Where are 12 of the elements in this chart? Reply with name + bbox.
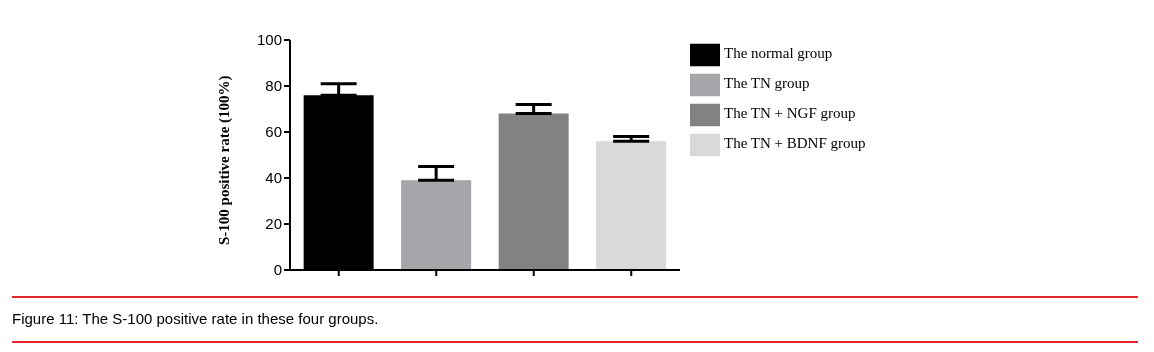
legend-label: The TN + NGF group <box>724 105 856 122</box>
y-axis-title: S-100 positive rate (100%) <box>216 75 234 245</box>
legend-label: The normal group <box>724 45 833 62</box>
caption: Figure 11: The S-100 positive rate in these four groups. <box>12 310 380 327</box>
y-tick-label: 100 <box>256 31 282 49</box>
legend-label: The TN group <box>724 75 810 92</box>
y-tick-label: 20 <box>265 215 282 233</box>
legend-label: The TN + BDNF group <box>724 135 866 152</box>
y-tick-label: 0 <box>273 261 282 279</box>
y-tick-label: 60 <box>265 123 282 141</box>
y-tick-label: 80 <box>265 77 282 95</box>
y-tick-label: 40 <box>265 169 282 187</box>
